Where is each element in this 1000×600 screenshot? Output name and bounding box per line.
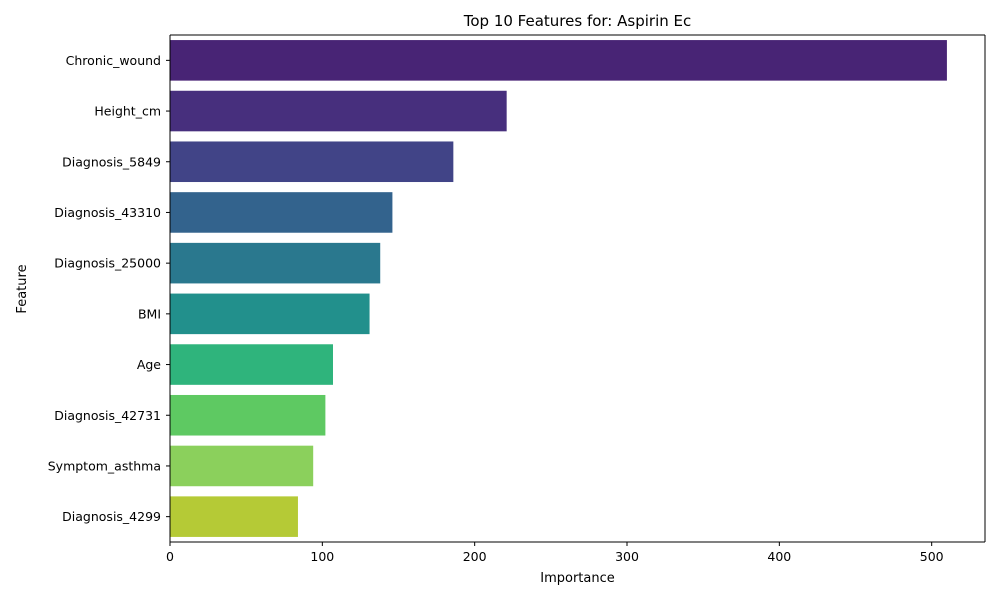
y-tick-label: BMI <box>138 306 161 321</box>
x-tick-label: 300 <box>615 549 639 564</box>
x-tick-label: 100 <box>310 549 334 564</box>
y-tick-label: Height_cm <box>94 104 161 119</box>
y-tick-label: Diagnosis_5849 <box>62 154 161 169</box>
chart-title: Top 10 Features for: Aspirin Ec <box>463 12 691 30</box>
bar-height-cm <box>170 90 507 132</box>
y-axis-label: Feature <box>15 264 30 313</box>
bar-diagnosis-4299 <box>170 496 298 537</box>
x-axis-ticks: 0 100 200 300 400 500 <box>166 542 944 564</box>
x-tick-label: 400 <box>767 549 791 564</box>
bar-chronic-wound <box>170 40 947 81</box>
bar-diagnosis-25000 <box>170 242 381 284</box>
bar-symptom-asthma <box>170 445 314 487</box>
x-tick-label: 200 <box>463 549 487 564</box>
bar-diagnosis-5849 <box>170 141 454 183</box>
x-tick-label: 500 <box>920 549 944 564</box>
y-tick-label: Symptom_asthma <box>48 458 161 473</box>
y-axis-ticks: Chronic_wound Height_cm Diagnosis_5849 Diag… <box>48 53 170 524</box>
bar-diagnosis-42731 <box>170 394 326 436</box>
y-tick-label: Chronic_wound <box>66 53 161 68</box>
y-tick-label: Diagnosis_4299 <box>62 509 161 524</box>
y-tick-label: Diagnosis_25000 <box>54 256 161 271</box>
y-tick-label: Diagnosis_42731 <box>54 408 161 423</box>
y-tick-label: Age <box>137 357 161 372</box>
bar-age <box>170 344 333 385</box>
x-tick-label: 0 <box>166 549 174 564</box>
bar-diagnosis-43310 <box>170 192 393 233</box>
bars-group <box>170 40 947 537</box>
y-tick-label: Diagnosis_43310 <box>54 205 161 220</box>
x-axis-label: Importance <box>540 571 615 586</box>
bar-bmi <box>170 293 370 335</box>
